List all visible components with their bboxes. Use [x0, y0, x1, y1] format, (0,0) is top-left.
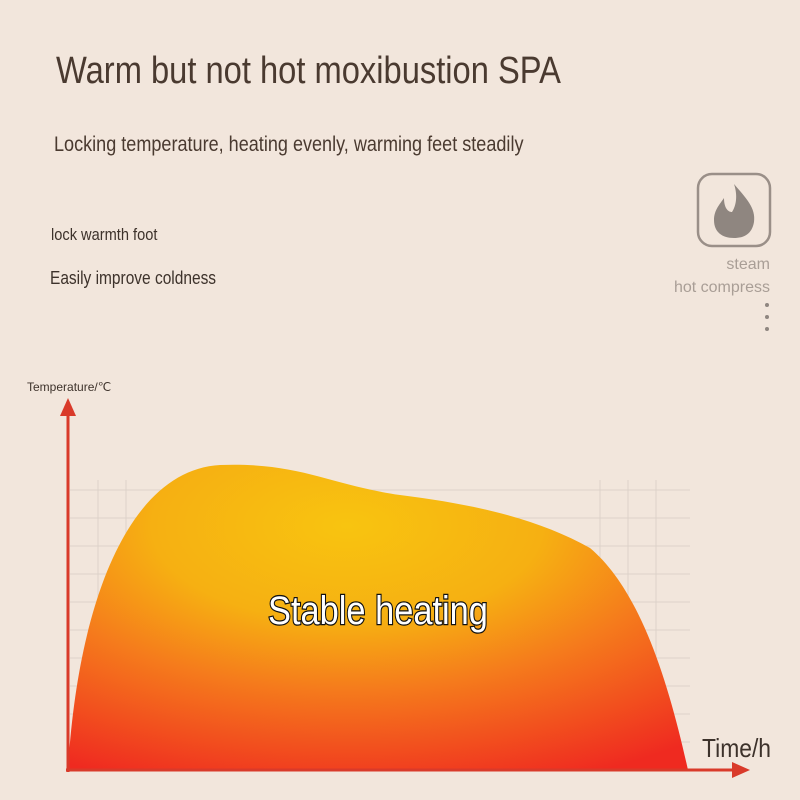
dot [765, 303, 769, 307]
y-arrow [60, 398, 76, 416]
subtitle: Locking temperature, heating evenly, war… [54, 133, 524, 156]
dot [765, 315, 769, 319]
feature-text: lock warmth foot [51, 225, 158, 244]
feature-text: Easily improve coldness [50, 268, 217, 288]
icon-label: steam [726, 256, 770, 273]
steam-icon [696, 172, 772, 248]
dot [765, 327, 769, 331]
x-axis-label: Time/h [702, 735, 771, 764]
heat-curve [68, 464, 688, 770]
y-axis-label: Temperature/℃ [27, 380, 111, 394]
axes [66, 410, 740, 772]
center-label: Stable heating [268, 588, 488, 633]
icon-label: hot compress [673, 279, 770, 296]
title: Warm but not hot moxibustion SPA [56, 50, 561, 92]
x-arrow [732, 762, 750, 778]
